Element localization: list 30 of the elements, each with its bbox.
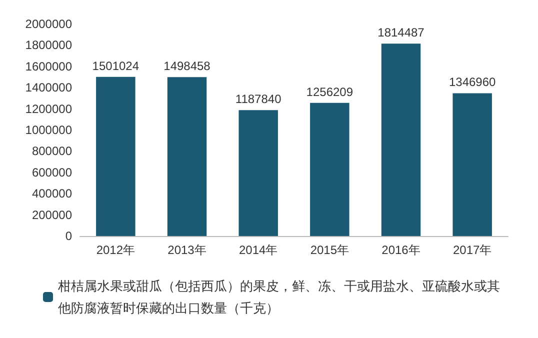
bar	[452, 93, 492, 236]
bar	[381, 44, 421, 236]
bar	[96, 76, 136, 236]
y-tick-label: 1200000	[25, 102, 72, 116]
y-tick-label: 1600000	[25, 59, 72, 74]
bar	[310, 102, 350, 236]
x-tick-label: 2014年	[238, 243, 278, 257]
data-label: 1256209	[306, 84, 354, 99]
data-label: 1187840	[235, 92, 282, 106]
y-tick-label: 200000	[32, 208, 72, 222]
x-tick-label: 2013年	[168, 243, 206, 257]
data-label: 1814487	[378, 26, 425, 40]
legend-label: 柑桔属水果或甜瓜（包括西瓜）的果皮，鲜、冻、干或用盐水、亚硫酸水或其他防腐液暂时保藏的出口数量（千克）	[57, 278, 500, 316]
y-tick-label: 1000000	[25, 123, 72, 137]
x-tick-label: 2016年	[382, 243, 420, 257]
x-tick-label: 2017年	[452, 243, 492, 257]
data-label: 1501024	[92, 58, 140, 73]
data-label: 1498458	[164, 59, 211, 74]
y-tick-label: 2000000	[25, 17, 72, 31]
y-tick-label: 0	[65, 229, 72, 243]
y-tick-label: 1800000	[25, 38, 72, 52]
bar	[238, 110, 278, 236]
bar	[167, 77, 207, 236]
x-tick-label: 2015年	[310, 243, 350, 257]
data-label: 1346960	[448, 75, 496, 90]
y-tick-label: 1400000	[25, 80, 72, 95]
y-tick-label: 800000	[32, 144, 72, 158]
y-tick-label: 600000	[32, 165, 72, 180]
x-tick-label: 2012年	[96, 243, 136, 257]
y-tick-label: 400000	[32, 186, 72, 201]
